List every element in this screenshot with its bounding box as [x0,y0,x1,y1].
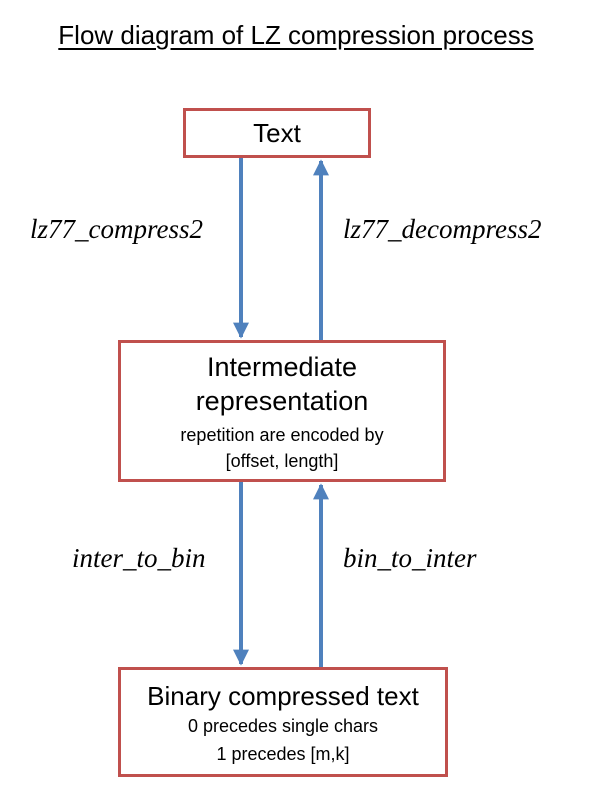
binary-title: Binary compressed text [147,681,419,711]
binary-box: Binary compressed text 0 precedes single… [118,667,448,777]
label-decompress: lz77_decompress2 [343,214,542,244]
intermediate-title-line1: Intermediate [206,352,358,382]
label-compress: lz77_compress2 [30,214,203,244]
diagram-title: Flow diagram of LZ compression process [58,20,534,50]
text-box-label: Text [253,118,301,148]
binary-sub-line1: 0 precedes single chars [187,716,379,736]
intermediate-sub-line1: repetition are encoded by [180,425,384,445]
intermediate-sub-line2: [offset, length] [225,451,339,471]
label-to-inter: bin_to_inter [343,543,477,573]
intermediate-title-line2: representation [195,386,369,416]
text-box: Text [183,108,371,158]
binary-sub-line2: 1 precedes [m,k] [216,744,350,764]
intermediate-box: Intermediate representation repetition a… [118,340,446,482]
label-to-bin: inter_to_bin [72,543,206,573]
